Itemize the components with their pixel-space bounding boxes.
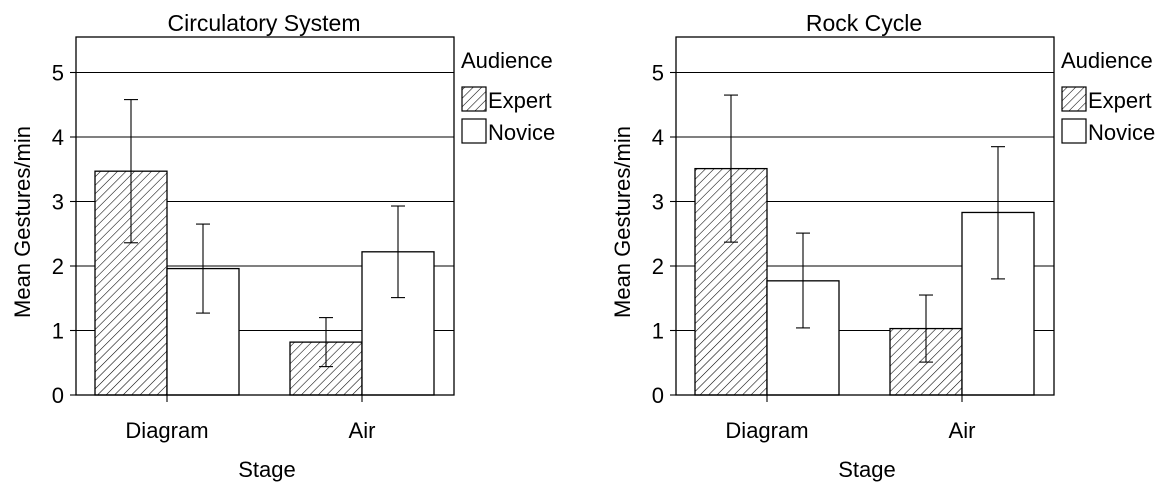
chart-title: Circulatory System: [168, 10, 361, 36]
chart-panel-0: Circulatory System 0 1 2 3 4 5 Mean Gestures/mi…: [10, 10, 555, 482]
legend-label-expert: Expert: [1088, 88, 1152, 113]
y-tick-label: 5: [652, 61, 664, 86]
error-bar: [196, 223, 210, 314]
error-bar: [991, 146, 1005, 280]
y-tick-label: 3: [652, 190, 664, 215]
legend-swatch-expert: [461, 86, 487, 112]
y-tick-label: 5: [52, 61, 64, 86]
x-tick-label: Diagram: [725, 418, 808, 443]
plot-area-frame: [675, 36, 1055, 396]
legend-label-novice: Novice: [1088, 120, 1155, 145]
x-axis-label: Stage: [838, 457, 896, 482]
legend-title: Audience: [461, 48, 553, 73]
legend: Audience Expert Novice: [461, 48, 555, 145]
y-tick-label: 0: [52, 383, 64, 408]
y-tick-label: 4: [652, 125, 664, 150]
chart-title: Rock Cycle: [806, 10, 922, 36]
y-tick-label: 4: [52, 125, 64, 150]
error-bar: [724, 94, 738, 243]
bars: [94, 99, 435, 396]
x-axis-label: Stage: [238, 457, 296, 482]
bar-novice-air: [361, 251, 435, 396]
y-tick-label: 1: [52, 319, 64, 344]
legend-swatch-novice: [1061, 118, 1087, 144]
error-bar: [124, 99, 138, 244]
error-bar: [796, 232, 810, 329]
x-tick-label: Air: [349, 418, 376, 443]
y-axis-label: Mean Gestures/min: [610, 126, 635, 318]
legend-swatch-expert: [1061, 86, 1087, 112]
error-bar: [319, 317, 333, 368]
error-bar: [391, 205, 405, 299]
plot-area-frame: [75, 36, 455, 396]
y-tick-label: 2: [52, 254, 64, 279]
legend-swatch-novice: [461, 118, 487, 144]
bars: [694, 94, 1035, 396]
x-tick-label: Diagram: [125, 418, 208, 443]
x-tick-label: Air: [949, 418, 976, 443]
legend-label-expert: Expert: [488, 88, 552, 113]
y-axis-label: Mean Gestures/min: [10, 126, 35, 318]
y-tick-label: 2: [652, 254, 664, 279]
legend-title: Audience: [1061, 48, 1153, 73]
chart-panel-1: Rock Cycle 0 1 2 3 4 5 Mean Gestures/min Diagram…: [610, 10, 1155, 482]
y-tick-label: 1: [652, 319, 664, 344]
y-tick-label: 0: [652, 383, 664, 408]
error-bar: [919, 294, 933, 363]
legend: Audience Expert Novice: [1061, 48, 1155, 145]
legend-label-novice: Novice: [488, 120, 555, 145]
y-tick-label: 3: [52, 190, 64, 215]
